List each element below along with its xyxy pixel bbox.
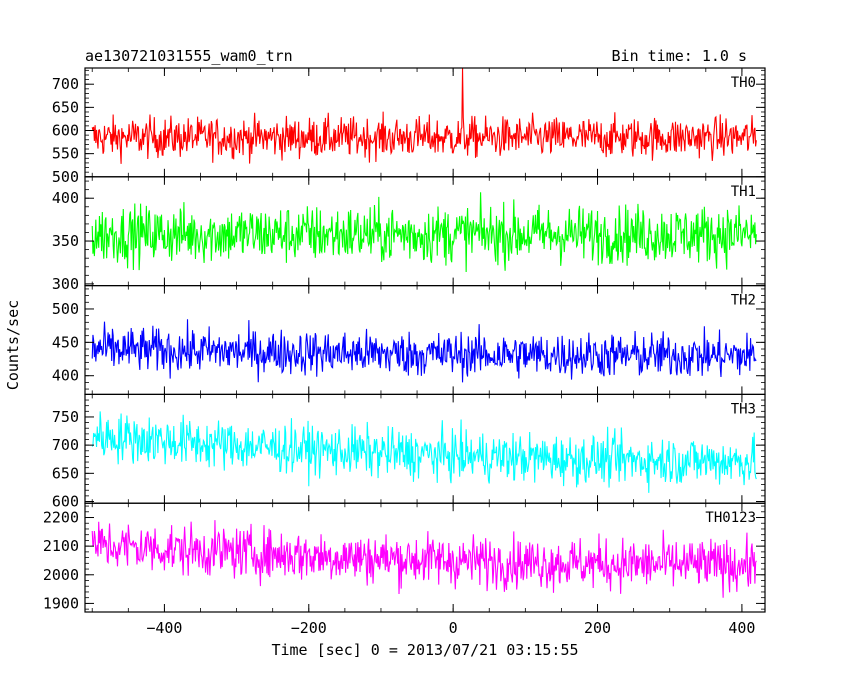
y-tick-label: 600 — [52, 122, 79, 140]
y-tick-label: 450 — [52, 333, 79, 351]
y-tick-label: 650 — [52, 98, 79, 116]
x-tick-label: 0 — [449, 619, 458, 637]
y-tick-label: 1900 — [43, 594, 79, 612]
y-tick-label: 2000 — [43, 566, 79, 584]
x-tick-label: 400 — [728, 619, 755, 637]
panel-label: TH0123 — [705, 510, 756, 526]
x-tick-label: −200 — [291, 619, 327, 637]
panel-label: TH1 — [731, 184, 756, 200]
y-axis-label: Counts/sec — [4, 300, 22, 390]
panel-th3: 600 650 700 750 TH3 — [52, 393, 766, 511]
y-tick-label: 650 — [52, 464, 79, 482]
y-tick-label: 500 — [52, 168, 79, 186]
y-tick-label: 700 — [52, 75, 79, 93]
bin-time-label: Bin time: 1.0 s — [612, 47, 747, 65]
y-tick-label: 550 — [52, 145, 79, 163]
panel-th0123: 1900 2000 2100 2200 TH0123 — [43, 502, 766, 613]
x-axis-label: Time [sec] 0 = 2013/07/21 03:15:55 — [271, 641, 578, 659]
panel-label: TH2 — [731, 293, 756, 309]
series-line-th0 — [91, 68, 757, 164]
y-tick-label: 350 — [52, 232, 79, 250]
y-tick-label: 500 — [52, 300, 79, 318]
panel-th1: 300 350 400 TH1 — [52, 176, 766, 293]
y-tick-label: 300 — [52, 275, 79, 293]
y-tick-label: 2200 — [43, 509, 79, 527]
series-line-th1 — [91, 192, 757, 273]
panel-frame — [84, 67, 766, 178]
chart-title: ae130721031555_wam0_trn — [85, 47, 293, 65]
x-tick-label: 200 — [584, 619, 611, 637]
panel-th0: 500 550 600 650 700 TH0 — [52, 67, 766, 186]
series-line-th2 — [91, 319, 757, 383]
y-tick-label: 600 — [52, 493, 79, 511]
y-tick-label: 750 — [52, 408, 79, 426]
y-tick-label: 400 — [52, 367, 79, 385]
y-tick-label: 700 — [52, 436, 79, 454]
panel-label: TH0 — [731, 75, 756, 91]
panel-label: TH3 — [731, 401, 756, 417]
series-line-th0123 — [91, 520, 757, 598]
y-tick-label: 2100 — [43, 537, 79, 555]
series-line-th3 — [91, 411, 757, 493]
x-tick-label: −400 — [146, 619, 182, 637]
y-tick-label: 400 — [52, 189, 79, 207]
panel-th2: 400 450 500 TH2 — [52, 285, 766, 396]
chart-panels: 500 550 600 650 700 TH0 300 350 400 TH1 400 450 500 T… — [43, 67, 766, 637]
